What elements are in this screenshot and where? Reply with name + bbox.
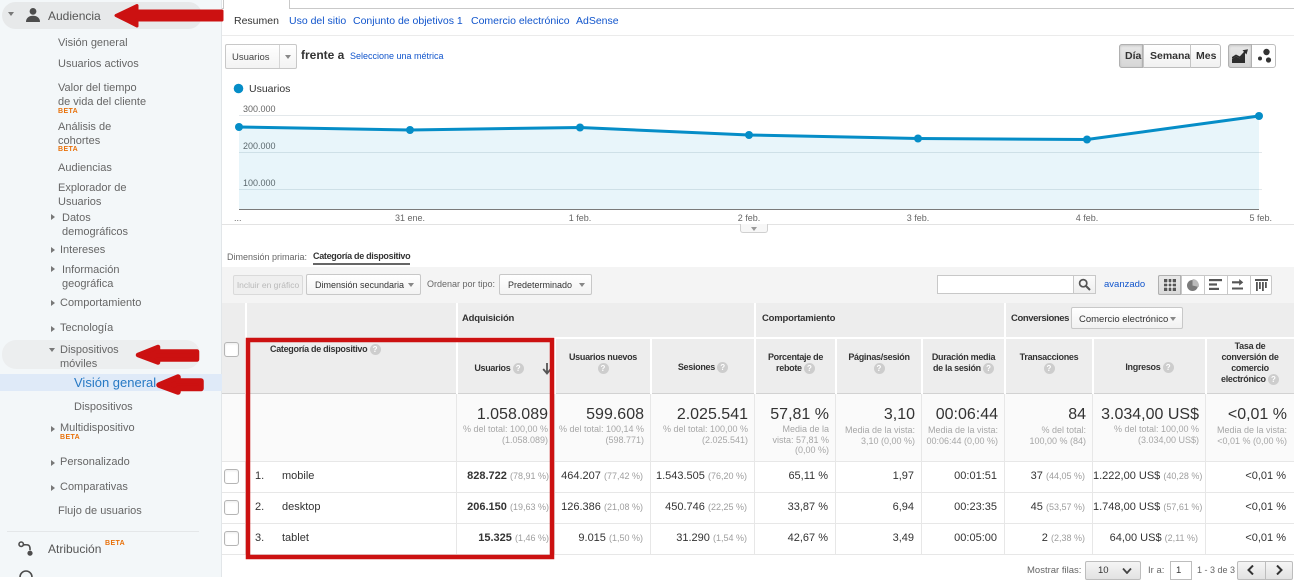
svg-text:100.000: 100.000 xyxy=(243,178,276,188)
svg-text:31 ene.: 31 ene. xyxy=(395,213,425,223)
svg-text:Usuarios: Usuarios xyxy=(249,83,290,95)
svg-text:5 feb.: 5 feb. xyxy=(1249,213,1272,223)
svg-text:200.000: 200.000 xyxy=(243,141,276,151)
svg-text:2 feb.: 2 feb. xyxy=(738,213,761,223)
svg-text:300.000: 300.000 xyxy=(243,104,276,114)
svg-text:1 feb.: 1 feb. xyxy=(569,213,592,223)
svg-text:3 feb.: 3 feb. xyxy=(907,213,930,223)
svg-text:...: ... xyxy=(234,213,242,223)
svg-text:4 feb.: 4 feb. xyxy=(1076,213,1099,223)
